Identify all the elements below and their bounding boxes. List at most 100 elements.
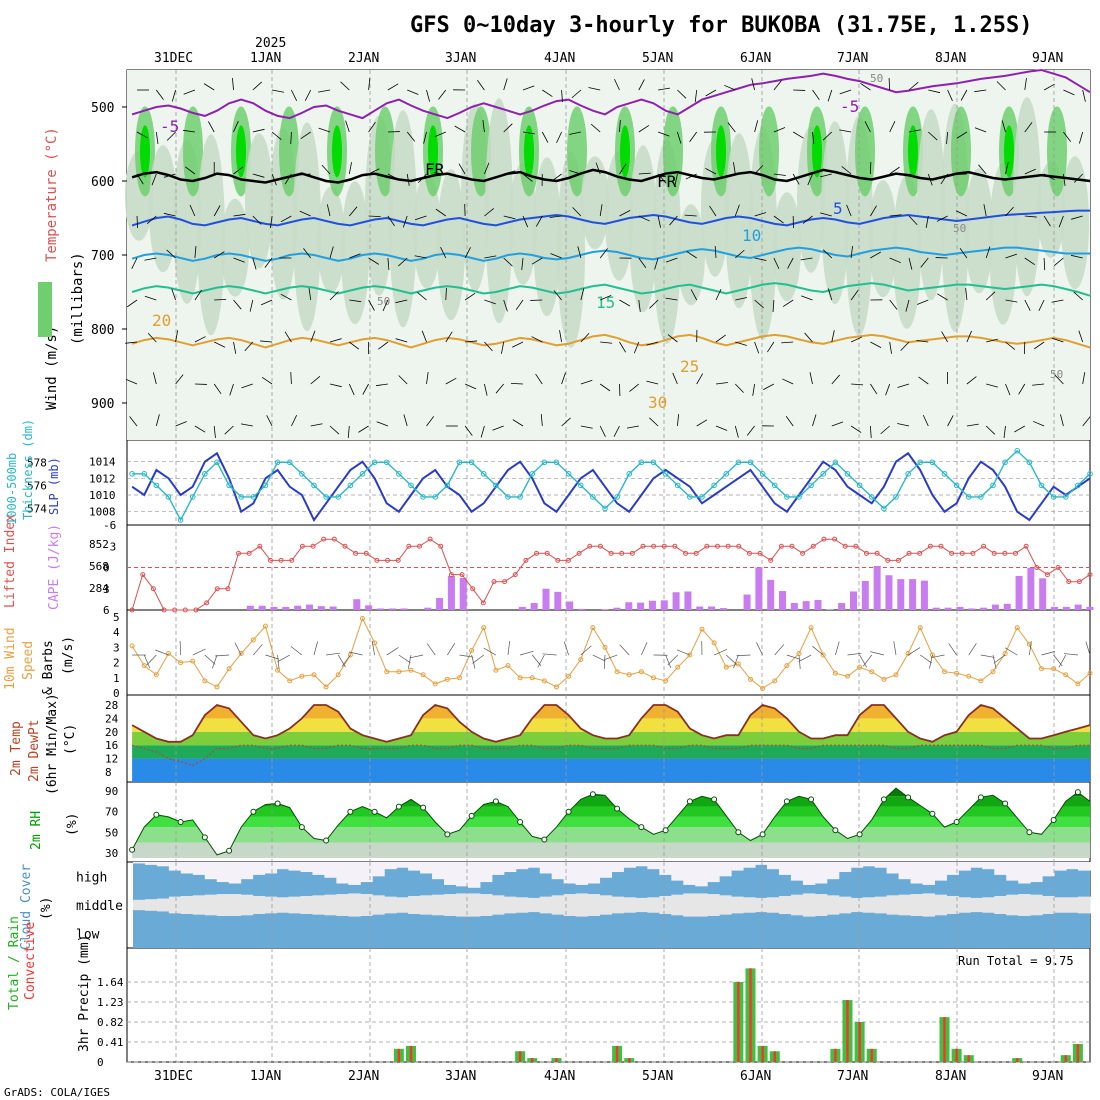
upper-wind-barb	[561, 89, 563, 102]
precip-conv-bar	[955, 1048, 958, 1062]
upper-wind-barb	[147, 332, 157, 343]
upper-wind-barb	[900, 341, 910, 351]
upper-wind-barb	[696, 373, 704, 385]
rh-blob-dark-36	[1004, 125, 1014, 178]
upper-wind-barb	[308, 288, 312, 301]
surface-wind-barb	[786, 654, 801, 660]
upper-wind-barb	[781, 341, 794, 344]
upper-wind-barb	[144, 295, 157, 301]
rh-blob-dark-28	[812, 125, 822, 178]
upper-wind-barb	[521, 257, 524, 270]
upper-ytick-label-500: 500	[91, 101, 114, 116]
upper-ytick-label-700: 700	[91, 249, 114, 264]
upper-wind-barb	[580, 288, 585, 301]
upper-wind-barb	[801, 295, 813, 301]
upper-wind-barb	[464, 425, 473, 436]
upper-wind-barb	[908, 215, 918, 226]
lifted-index-point	[534, 550, 540, 556]
rh-point	[177, 819, 184, 825]
upper-wind-barb	[735, 341, 747, 346]
cloud-middle-gap	[814, 894, 828, 916]
upper-wind-barb	[510, 382, 524, 385]
wind-speed-point	[626, 672, 632, 678]
upper-wind-barb	[1079, 131, 1084, 144]
rh-point	[298, 824, 305, 831]
cloud-middle-gap	[372, 895, 385, 915]
precip-conv-bar	[531, 1058, 534, 1062]
lifted-index-point	[949, 550, 955, 556]
upper-wind-barb	[928, 131, 938, 141]
rh-blob-light-15	[485, 98, 513, 324]
wind-speed-point	[590, 625, 596, 631]
cloud-middle-gap	[156, 898, 170, 912]
wind-speed-point	[735, 661, 741, 667]
upper-wind-barb	[1005, 341, 1016, 350]
thickness-point	[1002, 459, 1008, 466]
surface-wind-barb	[603, 654, 618, 661]
upper-wind-barb	[454, 125, 466, 133]
upper-wind-barb	[522, 131, 535, 135]
upper-wind-barb	[559, 330, 562, 343]
surface-wind-barb	[204, 654, 216, 665]
upper-wind-barb	[746, 425, 755, 436]
lifted-index-point	[832, 536, 838, 542]
lifted-index-point	[1002, 550, 1008, 556]
upper-wind-barb	[153, 372, 157, 385]
lifted-index-point	[757, 550, 763, 556]
wind-label-c: & Barbs	[41, 640, 56, 695]
cloud-high-gap	[240, 862, 254, 880]
thickness-point	[299, 471, 305, 477]
wind-speed-point	[954, 670, 960, 676]
cloud-level-high: high	[76, 870, 107, 885]
rh-point	[129, 846, 136, 853]
rh-blob-light-18	[557, 151, 585, 348]
rh-blob-dark-32	[908, 125, 918, 178]
upper-wind-barb	[229, 383, 234, 396]
upper-wind-barb	[1034, 341, 1045, 350]
surface-wind-barb	[459, 654, 474, 658]
temp-line	[131, 704, 1091, 743]
upper-wind-barb	[908, 129, 921, 133]
cloud-middle-gap	[611, 896, 624, 914]
upper-wind-barb	[870, 341, 882, 348]
top-date-tick-4JAN: 4JAN	[544, 51, 575, 66]
thickness-point	[420, 494, 426, 500]
cape-bar	[790, 603, 798, 610]
upper-wind-barb	[395, 299, 408, 304]
rh-blob-light-5	[245, 133, 273, 269]
cloud-high-gap	[467, 862, 481, 888]
upper-wind-barb	[329, 246, 334, 259]
cloud-middle-gap	[563, 894, 577, 916]
cloud-middle-gap	[503, 896, 517, 914]
upper-wind-barb	[326, 204, 331, 217]
surface-wind-barb	[277, 654, 290, 663]
wind-speed-point	[335, 672, 341, 678]
cloud-high-gap	[599, 862, 612, 878]
bottom-date-tick-31DEC: 31DEC	[154, 1069, 193, 1084]
upper-wind-barb	[480, 425, 485, 438]
cape-bar	[885, 575, 893, 610]
cloud-middle-gap	[838, 896, 852, 914]
upper-wind-barb	[484, 162, 490, 175]
lifted-index-point	[555, 557, 561, 563]
rh-label-a: 2m RH	[29, 811, 44, 850]
thickness-point	[432, 494, 439, 500]
cape-bar	[708, 606, 716, 610]
upper-wind-barb	[696, 419, 708, 427]
rh-blob-light-33	[917, 109, 945, 301]
upper-wind-barb	[905, 299, 910, 312]
upper-wind-barb	[978, 164, 987, 175]
cloud-high-gap	[970, 862, 983, 868]
lifted-index-point	[257, 543, 263, 549]
cloud-high-gap	[826, 862, 840, 880]
precip-conv-bar	[1064, 1055, 1067, 1062]
upper-wind-barb	[398, 257, 408, 267]
lifted-index-point	[661, 543, 667, 549]
upper-wind-barb	[690, 289, 698, 301]
thickness-point	[868, 494, 875, 500]
cloud-high-gap	[396, 862, 409, 868]
precip-conv-bar	[518, 1051, 522, 1062]
upper-wind-barb	[960, 89, 968, 101]
wind-speed-point	[578, 657, 584, 663]
rh-blob-light-31	[869, 180, 897, 298]
